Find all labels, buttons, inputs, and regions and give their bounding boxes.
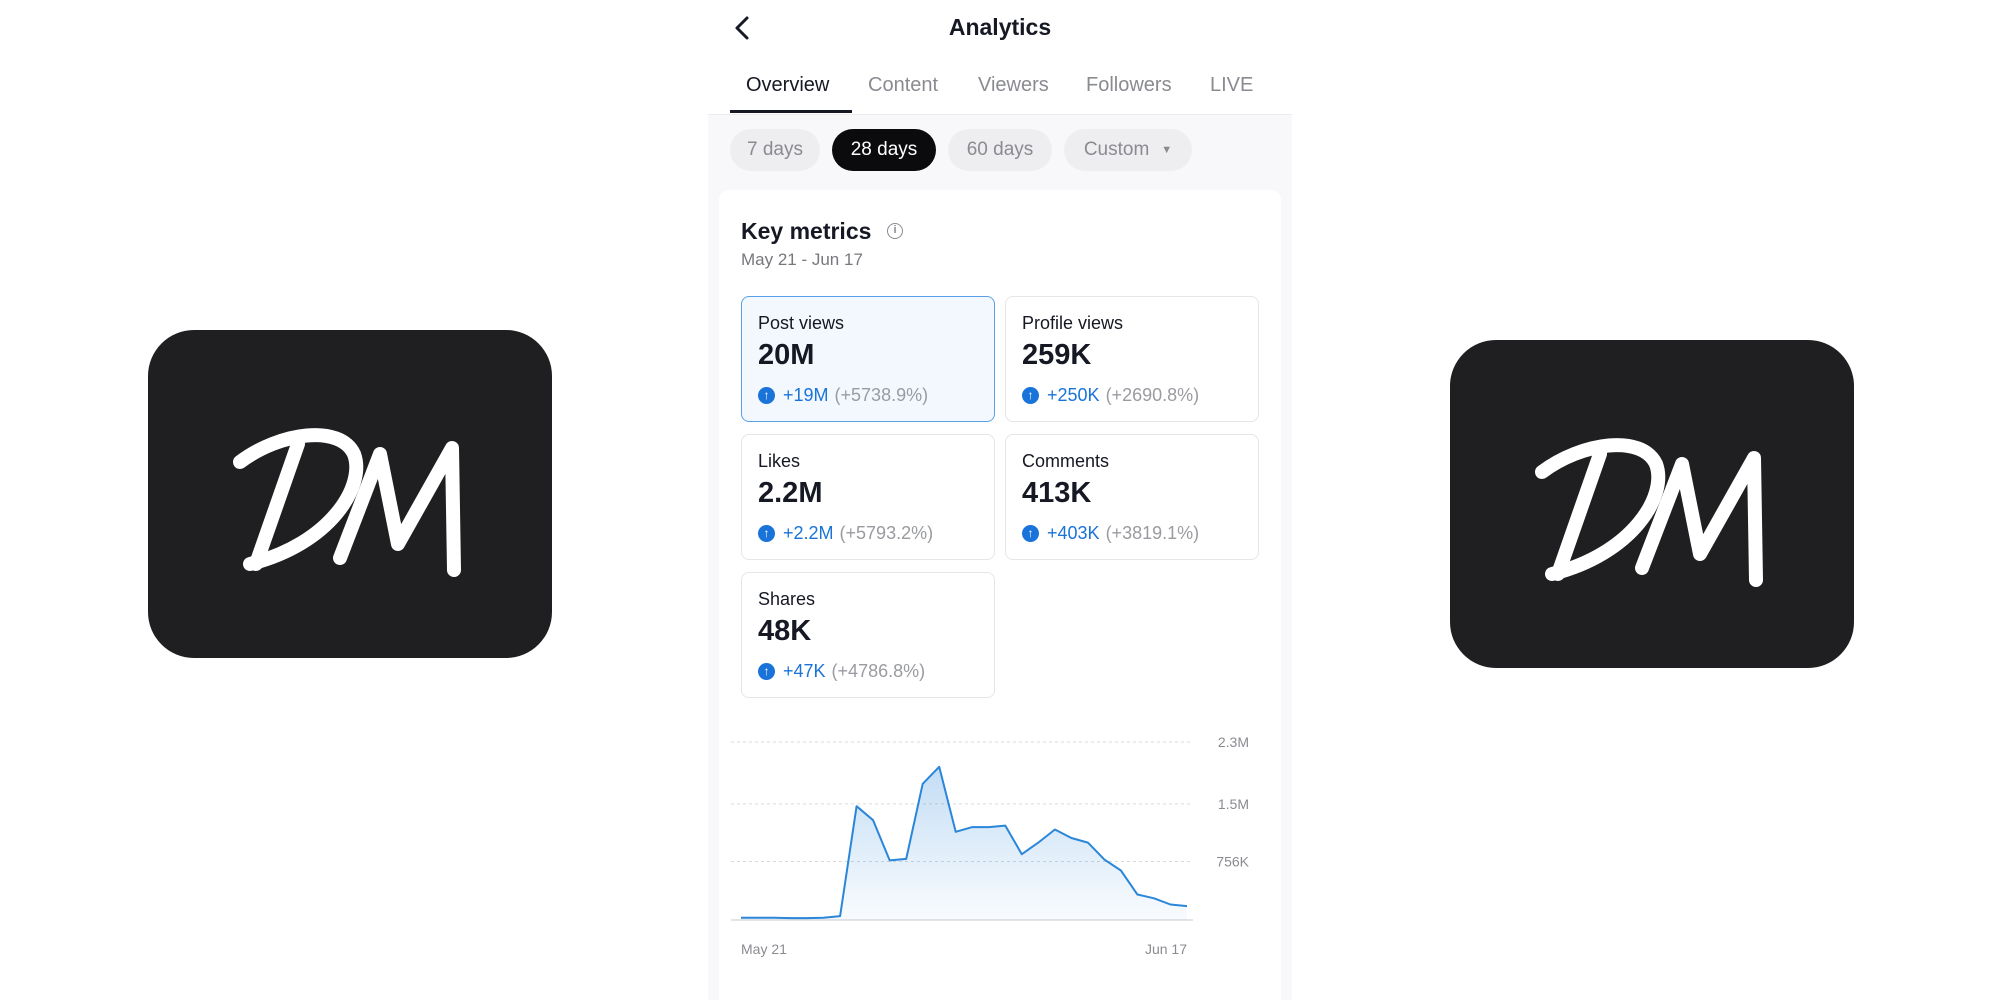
arrow-up-icon: ↑ — [1022, 387, 1039, 404]
metric-label: Post views — [758, 313, 845, 333]
arrow-up-icon: ↑ — [758, 387, 775, 404]
metric-label: Shares — [758, 589, 816, 609]
arrow-up-icon: ↑ — [758, 663, 775, 680]
metric-label: Comments — [1022, 451, 1110, 471]
filter-7-days[interactable]: 7 days — [730, 129, 820, 171]
back-button[interactable] — [726, 12, 758, 44]
metric-likes[interactable]: Likes 2.2M ↑ +2.2M (+5793.2%) — [741, 434, 995, 560]
metric-value: 20M — [758, 339, 815, 371]
tab-live[interactable]: LIVE — [1210, 74, 1254, 96]
metric-profile-views[interactable]: Profile views 259K ↑ +250K (+2690.8%) — [1005, 296, 1259, 422]
metric-comments[interactable]: Comments 413K ↑ +403K (+3819.1%) — [1005, 434, 1259, 560]
y-tick-label: 756K — [1216, 853, 1249, 869]
change-value: +403K — [1047, 523, 1100, 543]
x-tick-label: Jun 17 — [1145, 941, 1187, 957]
caret-down-icon: ▼ — [1161, 144, 1173, 156]
filter-label: 28 days — [850, 139, 918, 160]
filter-60-days[interactable]: 60 days — [948, 129, 1052, 171]
filter-label: 60 days — [966, 139, 1034, 160]
change-percent: (+5793.2%) — [839, 523, 934, 543]
y-tick-label: 1.5M — [1218, 796, 1249, 812]
metric-value: 2.2M — [758, 477, 823, 509]
metric-change: ↑ +403K (+3819.1%) — [1022, 523, 1199, 544]
tab-bar: Overview Content Viewers Followers LIVE — [708, 58, 1292, 115]
change-value: +19M — [783, 385, 829, 405]
metric-post-views[interactable]: Post views 20M ↑ +19M (+5738.9%) — [741, 296, 995, 422]
tab-content[interactable]: Content — [868, 74, 939, 96]
metric-change: ↑ +2.2M (+5793.2%) — [758, 523, 933, 544]
page-title: Analytics — [948, 14, 1052, 40]
metric-change: ↑ +47K (+4786.8%) — [758, 661, 925, 682]
filter-label: Custom — [1083, 139, 1150, 160]
filter-label: 7 days — [747, 139, 803, 160]
date-range: May 21 - Jun 17 — [741, 250, 863, 269]
change-percent: (+3819.1%) — [1105, 523, 1200, 543]
change-value: +47K — [783, 661, 826, 681]
post-views-chart: 2.3M 1.5M 756K May 21 Jun 17 — [731, 734, 1250, 957]
arrow-up-icon: ↑ — [758, 525, 775, 542]
dm-logo-icon — [1535, 438, 1763, 587]
dm-logo-icon — [233, 428, 461, 577]
metric-value: 413K — [1022, 477, 1092, 509]
metric-value: 48K — [758, 615, 812, 647]
change-percent: (+4786.8%) — [831, 661, 926, 681]
change-value: +250K — [1047, 385, 1100, 405]
chevron-left-icon — [735, 16, 749, 40]
tab-overview[interactable]: Overview — [746, 74, 830, 96]
metric-label: Likes — [758, 451, 801, 471]
filter-custom[interactable]: Custom ▼ — [1064, 129, 1192, 171]
change-value: +2.2M — [783, 523, 834, 543]
tab-followers[interactable]: Followers — [1086, 74, 1172, 96]
metric-label: Profile views — [1022, 313, 1124, 333]
key-metrics-card: Key metrics i May 21 - Jun 17 Post views… — [719, 190, 1281, 1000]
area-fill — [741, 766, 1187, 920]
metric-change: ↑ +250K (+2690.8%) — [1022, 385, 1199, 406]
change-percent: (+5738.9%) — [834, 385, 929, 405]
tab-viewers[interactable]: Viewers — [978, 74, 1049, 96]
section-title: Key metrics — [741, 218, 872, 244]
date-filter-bar: 7 days 28 days 60 days Custom ▼ — [708, 115, 1292, 189]
logo-right: DM — [1450, 340, 1854, 668]
arrow-up-icon: ↑ — [1022, 525, 1039, 542]
x-tick-label: May 21 — [741, 941, 787, 957]
series-line — [741, 765, 1188, 920]
analytics-screen: Analytics Overview Content Viewers Follo… — [708, 0, 1292, 1000]
change-percent: (+2690.8%) — [1105, 385, 1200, 405]
metric-shares[interactable]: Shares 48K ↑ +47K (+4786.8%) — [741, 572, 995, 698]
y-tick-label: 2.3M — [1218, 734, 1249, 750]
logo-left: DM — [148, 330, 552, 658]
metric-change: ↑ +19M (+5738.9%) — [758, 385, 928, 406]
metric-value: 259K — [1022, 339, 1092, 371]
info-icon[interactable]: i — [887, 223, 903, 239]
filter-28-days[interactable]: 28 days — [832, 129, 936, 171]
top-bar: Analytics — [708, 0, 1292, 58]
active-tab-indicator — [730, 110, 852, 113]
